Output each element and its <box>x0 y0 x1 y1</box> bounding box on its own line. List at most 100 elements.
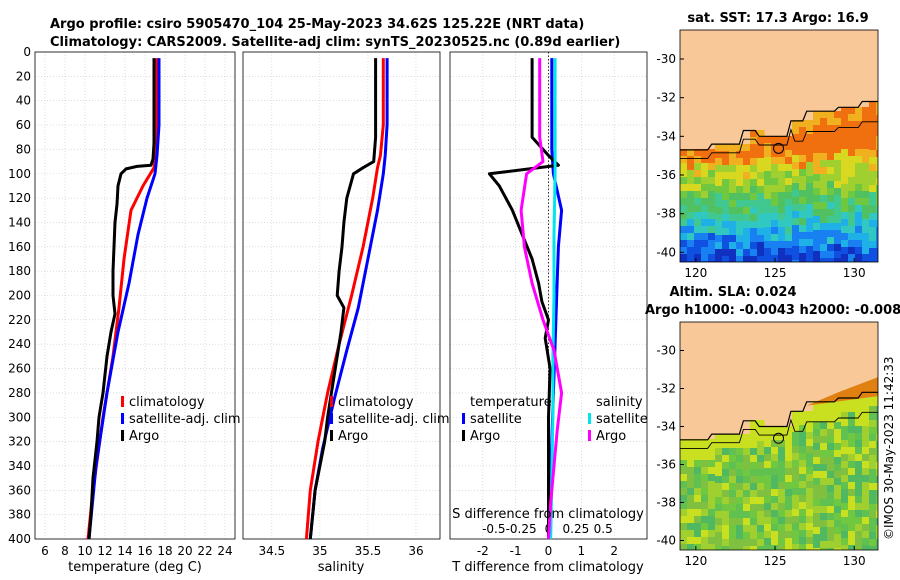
x-tick-label: 2 <box>610 544 618 558</box>
map-cell <box>715 193 723 201</box>
map-cell <box>806 516 814 524</box>
map-cell <box>708 467 716 475</box>
map-cell <box>820 541 828 549</box>
map-cell <box>680 502 688 510</box>
map-cell <box>764 496 772 504</box>
map-cell <box>806 134 814 142</box>
map-cell <box>694 537 702 545</box>
map-cell <box>799 446 807 454</box>
map-cell <box>743 518 751 526</box>
map-cell <box>771 454 779 462</box>
map-cell <box>806 211 814 219</box>
map-cell <box>687 474 695 482</box>
map-cell <box>792 495 800 503</box>
map-cell <box>855 247 863 255</box>
map-cell <box>722 235 730 243</box>
map-cell <box>876 136 878 144</box>
map-cell <box>736 200 744 208</box>
map-cell <box>715 256 723 262</box>
map-cell <box>855 496 863 504</box>
map-cell <box>813 506 821 514</box>
y-tick-label: 360 <box>8 483 31 497</box>
map-cell <box>785 475 793 483</box>
y-tick-label: 300 <box>8 410 31 424</box>
legend-swatch <box>462 430 465 441</box>
map-cell <box>862 219 870 227</box>
map-cell <box>862 191 870 199</box>
map-cell <box>862 156 870 164</box>
map-cell <box>841 440 849 448</box>
map-cell <box>764 454 772 462</box>
map-cell <box>764 234 772 242</box>
map-cell <box>680 261 688 262</box>
x-tick-label: 35 <box>312 544 327 558</box>
map-cell <box>771 447 779 455</box>
map-cell <box>792 246 800 254</box>
map-cell <box>855 114 863 122</box>
map-cell <box>792 530 800 538</box>
map-cell <box>771 475 779 483</box>
map-cell <box>743 441 751 449</box>
map-cell <box>827 118 835 126</box>
map-cell <box>855 440 863 448</box>
map-cell <box>792 439 800 447</box>
map-cell <box>792 446 800 454</box>
map-cell <box>778 524 786 532</box>
map-cell <box>715 525 723 533</box>
sla-map-subtitle: Argo h1000: -0.0043 h2000: -0.008 <box>645 303 900 318</box>
map-cell <box>778 531 786 539</box>
map-cell <box>813 443 821 451</box>
map-cell <box>736 249 744 257</box>
map-cell <box>764 150 772 158</box>
map-cell <box>799 411 807 419</box>
map-cell <box>799 502 807 510</box>
map-cell <box>841 545 849 550</box>
map-cell <box>729 151 737 159</box>
map-cell <box>806 544 814 550</box>
map-cell <box>834 478 842 486</box>
map-cell <box>869 227 877 235</box>
map-cell <box>736 242 744 250</box>
map-cell <box>715 441 723 449</box>
map-cell <box>708 163 716 171</box>
map-cell <box>876 213 878 221</box>
map-cell <box>750 483 758 491</box>
map-cell <box>750 249 758 257</box>
map-cell <box>757 539 765 547</box>
map-cell <box>806 239 814 247</box>
map-cell <box>827 258 835 262</box>
series-line-climatology <box>304 58 385 539</box>
map-cell <box>834 450 842 458</box>
map-cell <box>876 115 878 123</box>
map-cell <box>694 453 702 461</box>
map-cell <box>743 448 751 456</box>
map-cell <box>869 448 877 456</box>
x-tick-label: 12 <box>97 544 112 558</box>
legend-label: satellite-adj. clim <box>338 412 450 427</box>
map-cell <box>862 149 870 157</box>
map-cell <box>701 156 709 164</box>
map-cell <box>876 420 878 428</box>
map-cell <box>813 181 821 189</box>
map-cell <box>841 398 849 406</box>
map-cell <box>771 433 779 441</box>
series-line-temperature-argo <box>487 58 560 539</box>
map-cell <box>708 446 716 454</box>
map-cell <box>778 248 786 256</box>
map-cell <box>876 427 878 435</box>
map-cell <box>806 432 814 440</box>
map-cell <box>862 461 870 469</box>
map-cell <box>792 481 800 489</box>
map-cell <box>736 497 744 505</box>
map-cell <box>869 108 877 116</box>
map-cell <box>876 178 878 186</box>
map-cell <box>869 399 877 407</box>
map-cell <box>771 143 779 151</box>
map-cell <box>806 425 814 433</box>
map-cell <box>848 503 856 511</box>
map-cell <box>813 436 821 444</box>
map-cell <box>855 233 863 241</box>
map-cell <box>820 209 828 217</box>
map-cell <box>785 524 793 532</box>
map-cell <box>729 504 737 512</box>
